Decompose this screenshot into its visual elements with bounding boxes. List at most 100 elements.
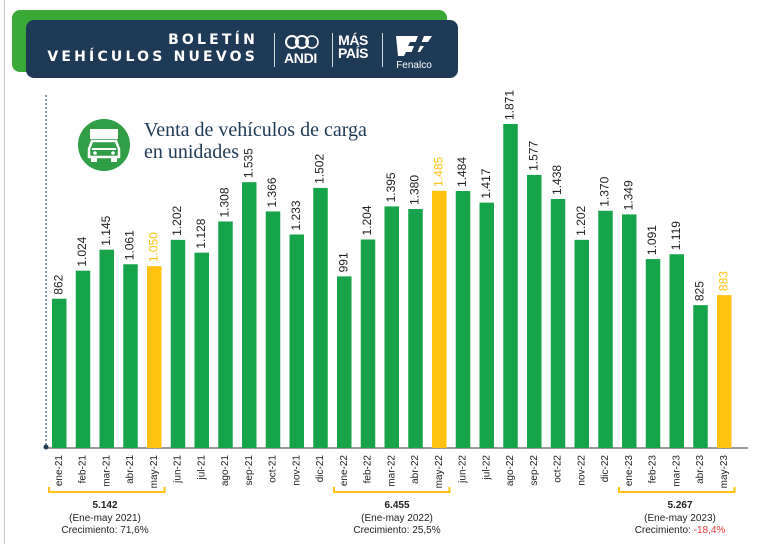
value-label-ene-23: 1.349 bbox=[621, 180, 635, 210]
value-label-mar-23: 1.119 bbox=[669, 221, 683, 250]
value-label-abr-23: 825 bbox=[693, 281, 707, 301]
bar-may-22 bbox=[432, 190, 447, 449]
x-tick-label-mar-23: mar-23 bbox=[671, 455, 682, 487]
x-tick-label-ene-23: ene-23 bbox=[624, 455, 635, 487]
x-tick-label-abr-22: abr-22 bbox=[410, 455, 421, 484]
fenalco-logo-text: Fenalco bbox=[396, 60, 432, 71]
summary-growth-label: Crecimiento: bbox=[634, 525, 691, 536]
bar-jun-21 bbox=[170, 239, 186, 448]
value-label-ene-22: 991 bbox=[336, 252, 350, 272]
bar-mar-22 bbox=[384, 206, 399, 448]
value-label-mar-22: 1.395 bbox=[384, 172, 398, 202]
bar-sep-21 bbox=[242, 182, 257, 448]
bar-abr-23 bbox=[693, 305, 708, 448]
bar-jul-22 bbox=[479, 202, 494, 448]
summary-2022: 6.455 (Ene-may 2022) Crecimiento: 25,5% bbox=[317, 500, 477, 538]
bar-dic-21 bbox=[313, 187, 328, 448]
x-tick-label-jul-21: jul-21 bbox=[196, 455, 207, 481]
summary-growth-value: -18,4% bbox=[693, 525, 726, 536]
summary-growth-label: Crecimiento: bbox=[353, 525, 410, 536]
x-tick-label-ene-22: ene-22 bbox=[339, 455, 350, 487]
value-label-may-22: 1.485 bbox=[431, 156, 445, 186]
x-tick-label-jun-21: jun-21 bbox=[173, 455, 184, 484]
banner-title-line1: BOLETÍN bbox=[168, 32, 258, 48]
andi-rings-icon bbox=[285, 35, 319, 49]
value-label-dic-21: 1.502 bbox=[313, 154, 327, 184]
value-label-sep-21: 1.535 bbox=[241, 148, 255, 178]
chart-title: Venta de vehículos de carga en unidades bbox=[144, 119, 367, 163]
bar-ago-21 bbox=[218, 221, 233, 448]
bar-mar-23 bbox=[669, 254, 684, 448]
fenalco-logo: Fenalco bbox=[388, 32, 440, 72]
bar-oct-21 bbox=[265, 211, 281, 448]
banner-divider bbox=[382, 33, 383, 67]
period-bracket-2 bbox=[333, 487, 451, 493]
value-label-feb-22: 1.204 bbox=[360, 205, 374, 235]
x-tick-label-feb-21: feb-21 bbox=[78, 455, 89, 484]
banner-title-line2: VEHÍCULOS NUEVOS bbox=[47, 49, 258, 65]
bar-feb-22 bbox=[360, 239, 376, 448]
chart-axis-origin bbox=[43, 444, 49, 450]
andi-logo: ANDI bbox=[284, 34, 328, 68]
chart-title-line1: Venta de vehículos de carga bbox=[144, 119, 367, 141]
andi-logo-text: ANDI bbox=[284, 50, 318, 66]
bar-oct-22 bbox=[550, 198, 566, 448]
value-label-abr-22: 1.380 bbox=[408, 175, 422, 205]
summary-growth-label: Crecimiento: bbox=[61, 525, 118, 536]
value-label-feb-23: 1.091 bbox=[645, 225, 659, 255]
value-label-feb-21: 1.024 bbox=[75, 236, 89, 266]
value-label-nov-21: 1.233 bbox=[289, 200, 303, 230]
period-bracket-1 bbox=[48, 487, 166, 493]
bar-dic-22 bbox=[598, 210, 613, 448]
value-label-jul-21: 1.128 bbox=[194, 218, 208, 248]
truck-icon bbox=[87, 129, 121, 162]
value-label-ago-21: 1.308 bbox=[218, 187, 232, 217]
summary-growth-value: 71,6% bbox=[120, 525, 149, 536]
mas-pais-logo: MÁS PAÍS bbox=[338, 33, 369, 61]
value-label-sep-22: 1.577 bbox=[526, 141, 540, 171]
bar-ene-21 bbox=[52, 298, 67, 448]
summary-period: (Ene-may 2022) bbox=[361, 512, 433, 524]
summary-total: 6.455 bbox=[384, 500, 410, 511]
x-tick-label-abr-21: abr-21 bbox=[125, 455, 136, 484]
banner-divider bbox=[332, 33, 333, 67]
truck-badge bbox=[78, 119, 130, 171]
value-label-oct-21: 1.366 bbox=[265, 177, 279, 207]
period-bracket-3 bbox=[618, 487, 736, 493]
summary-period: (Ene-may 2021) bbox=[69, 512, 141, 524]
summary-2023: 5.267 (Ene-may 2023) Crecimiento: -18,4% bbox=[600, 500, 760, 538]
banner-divider bbox=[274, 33, 275, 67]
x-tick-label-jul-22: jul-22 bbox=[481, 455, 492, 481]
x-tick-label-dic-21: dic-21 bbox=[315, 455, 326, 483]
value-label-jul-22: 1.417 bbox=[479, 168, 493, 198]
x-tick-label-sep-22: sep-22 bbox=[529, 455, 540, 486]
x-tick-label-feb-22: feb-22 bbox=[363, 455, 374, 484]
bar-may-21 bbox=[147, 266, 162, 448]
x-tick-label-mar-22: mar-22 bbox=[386, 455, 397, 487]
x-tick-label-ago-22: ago-22 bbox=[505, 455, 516, 487]
x-tick-label-jun-22: jun-22 bbox=[458, 455, 469, 484]
bar-nov-21 bbox=[289, 234, 304, 448]
summary-total: 5.142 bbox=[92, 500, 118, 511]
x-tick-label-may-22: may-22 bbox=[434, 455, 445, 489]
bar-feb-21 bbox=[75, 270, 91, 448]
value-label-ago-22: 1.871 bbox=[503, 90, 517, 120]
bar-feb-23 bbox=[645, 259, 661, 448]
x-tick-label-oct-22: oct-22 bbox=[553, 455, 564, 483]
value-label-abr-21: 1.061 bbox=[123, 230, 137, 260]
x-tick-label-ago-21: ago-21 bbox=[220, 455, 231, 487]
summary-growth-value: 25,5% bbox=[412, 525, 441, 536]
page-border bbox=[4, 0, 5, 544]
x-tick-label-sep-21: sep-21 bbox=[244, 455, 255, 486]
summary-period: (Ene-may 2023) bbox=[644, 512, 716, 524]
x-tick-label-ene-21: ene-21 bbox=[54, 455, 65, 487]
x-tick-label-feb-23: feb-23 bbox=[648, 455, 659, 484]
mas-pais-logo-line2: PAÍS bbox=[338, 45, 369, 61]
bars-group: 862 ene-21 1.024 feb-21 1.145 mar-21 1.061 abr-… bbox=[51, 90, 732, 489]
x-tick-label-abr-23: abr-23 bbox=[695, 455, 706, 484]
bar-jun-22 bbox=[455, 191, 471, 448]
value-label-ene-21: 862 bbox=[51, 274, 65, 294]
bar-sep-22 bbox=[527, 174, 542, 448]
header-banner: BOLETÍN VEHÍCULOS NUEVOS ANDI MÁS PAÍS F… bbox=[26, 20, 458, 78]
